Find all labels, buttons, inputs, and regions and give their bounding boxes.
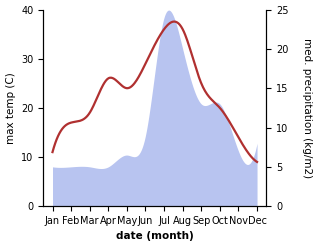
Y-axis label: med. precipitation (kg/m2): med. precipitation (kg/m2) xyxy=(302,38,313,178)
X-axis label: date (month): date (month) xyxy=(116,231,194,242)
Y-axis label: max temp (C): max temp (C) xyxy=(5,72,16,144)
